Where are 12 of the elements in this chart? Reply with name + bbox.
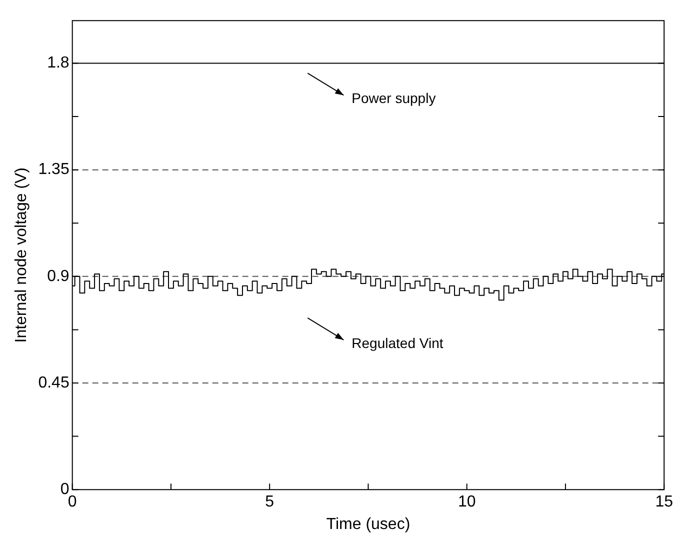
y-tick-label: 1.35 (38, 161, 70, 178)
y-tick-label: 1.8 (47, 54, 70, 72)
x-tick-label: 5 (265, 494, 274, 511)
y-tick-label: 0 (60, 481, 70, 498)
x-tick-label: 10 (458, 494, 476, 511)
annotation: Regulated Vint (352, 334, 444, 351)
annotation: Power supply (352, 90, 436, 106)
y-tick-label: 0.45 (38, 374, 70, 392)
x-tick-label: 15 (655, 494, 674, 511)
y-axis-title: Internal node voltage (V) (13, 167, 30, 343)
x-axis-title: Time (usec) (326, 516, 410, 533)
y-tick-label: 0.9 (47, 268, 70, 285)
